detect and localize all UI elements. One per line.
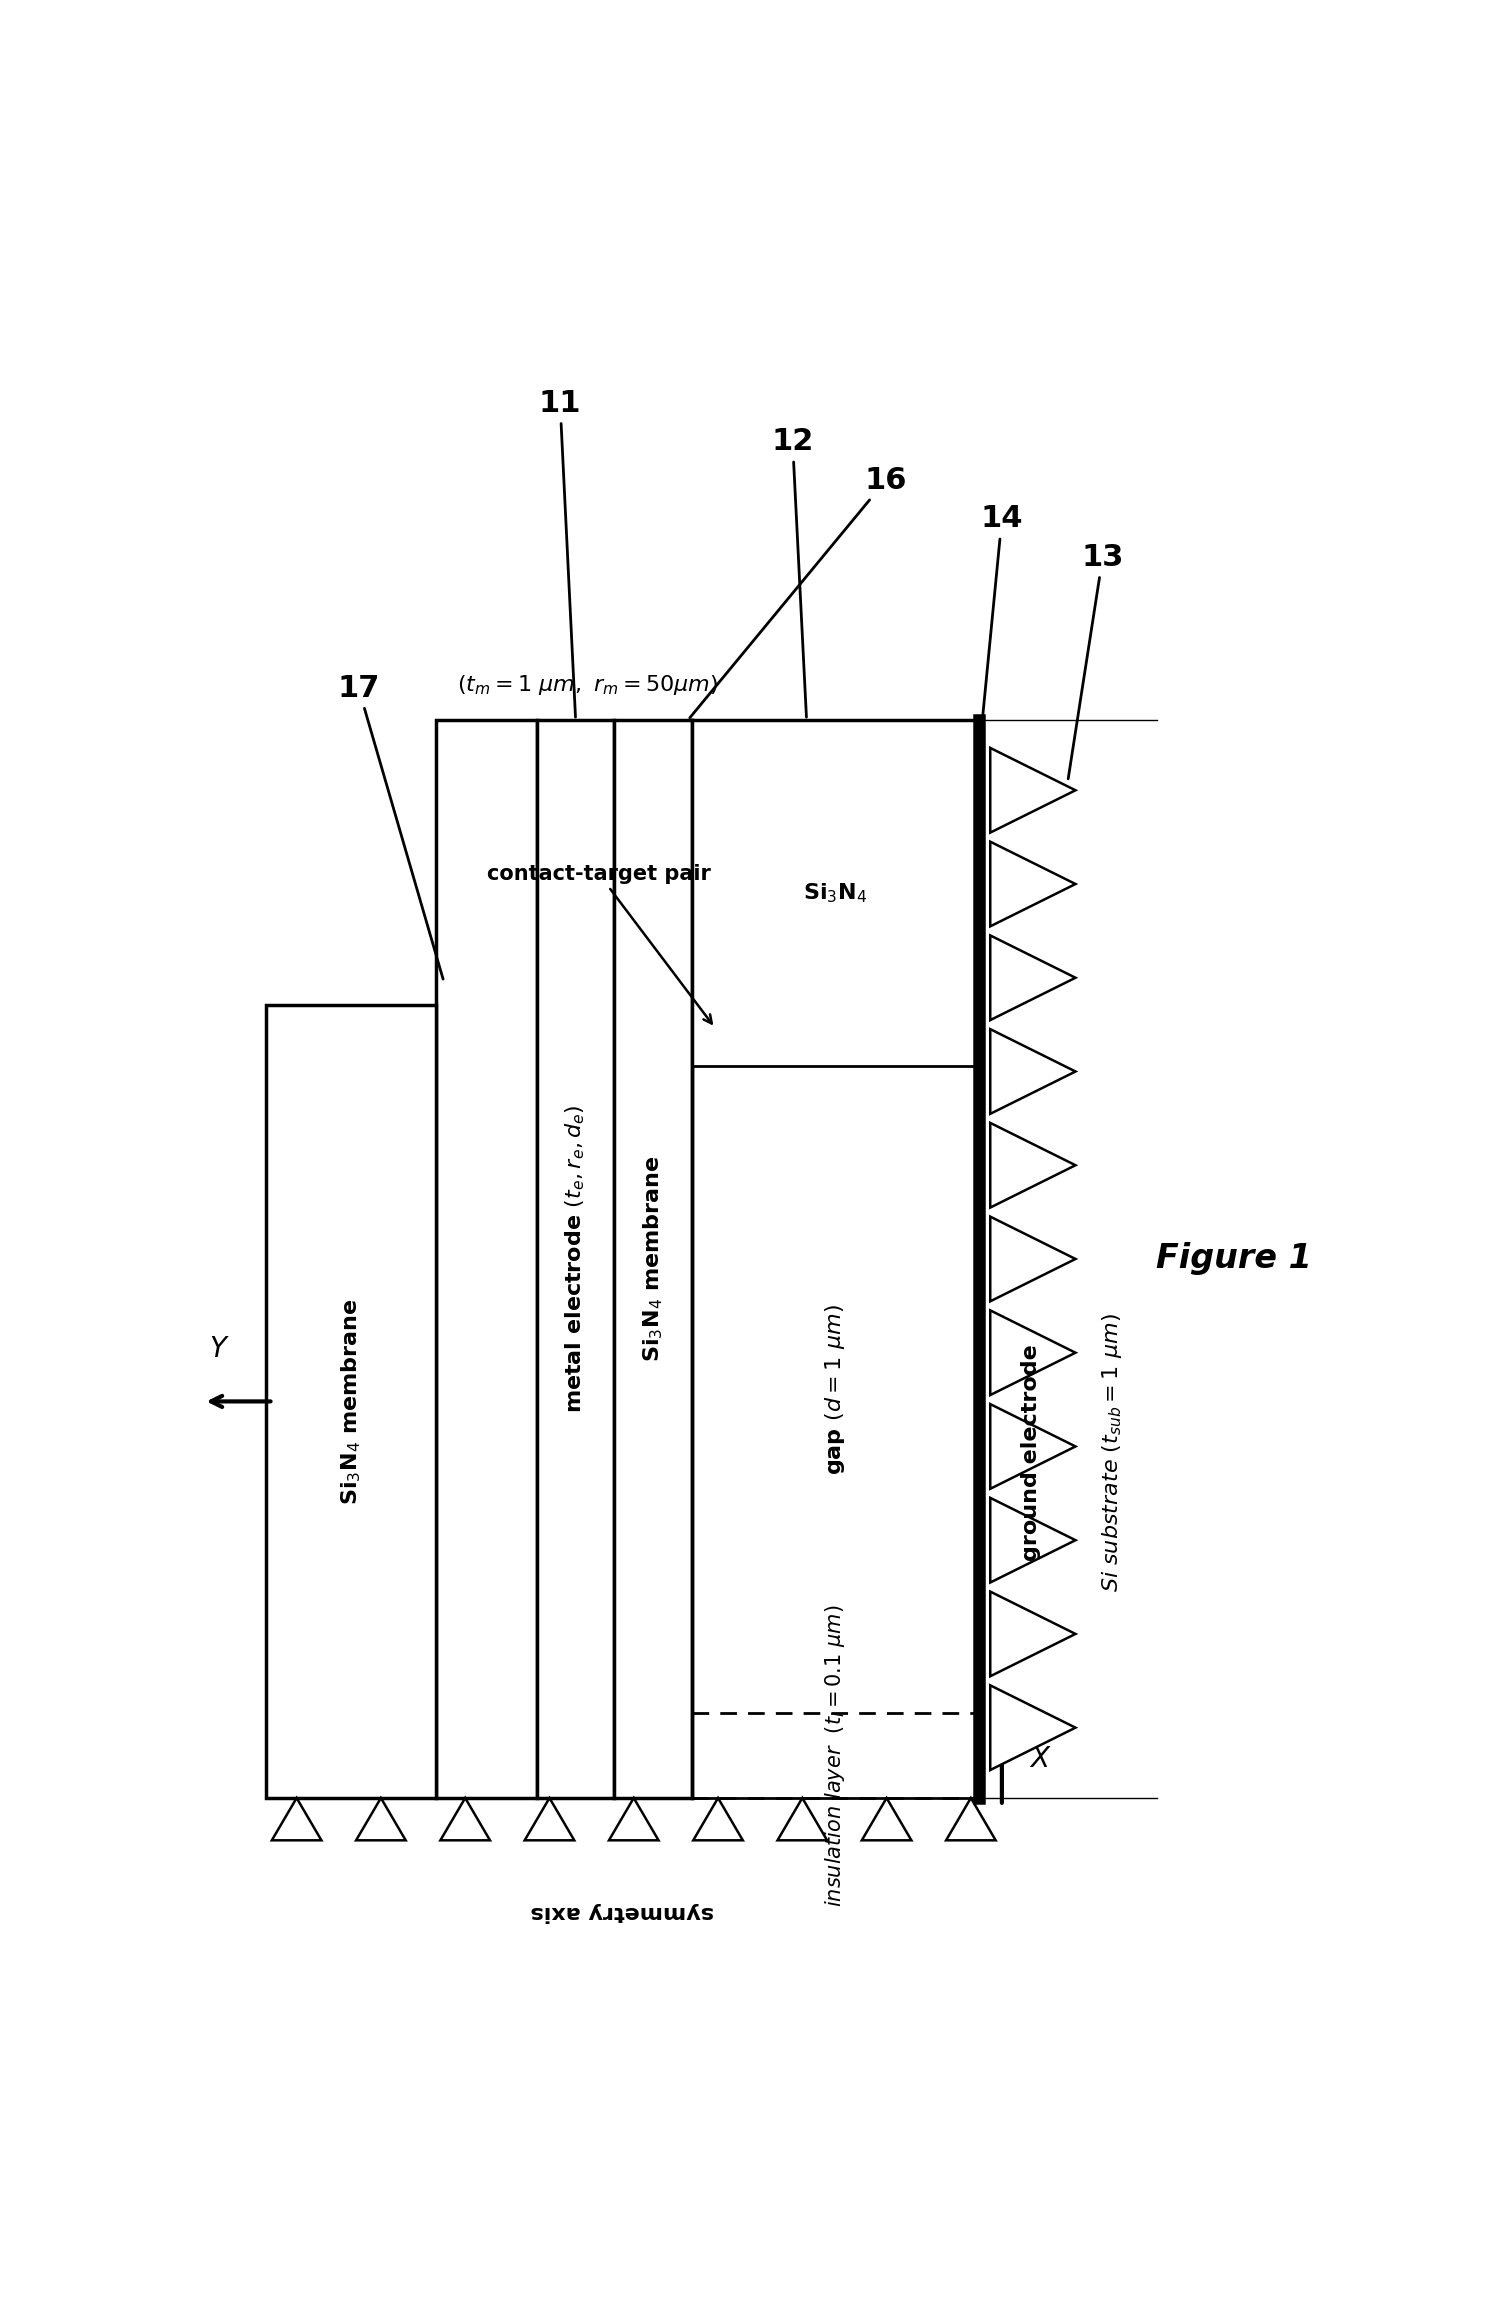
Bar <box>436 720 537 1798</box>
Text: symmetry axis: symmetry axis <box>530 1903 713 1921</box>
Polygon shape <box>441 1798 491 1840</box>
Bar <box>265 1006 436 1798</box>
Text: contact-target pair: contact-target pair <box>488 864 712 1024</box>
Text: metal electrode $(t_e, r_e, d_e)$: metal electrode $(t_e, r_e, d_e)$ <box>564 1106 587 1412</box>
Bar <box>614 720 692 1798</box>
Text: $X$: $X$ <box>1029 1745 1052 1772</box>
Polygon shape <box>990 1591 1076 1677</box>
Polygon shape <box>525 1798 575 1840</box>
Polygon shape <box>990 1217 1076 1301</box>
Polygon shape <box>947 1798 996 1840</box>
Polygon shape <box>778 1798 828 1840</box>
Text: 11: 11 <box>539 388 581 718</box>
Text: 14: 14 <box>978 504 1023 755</box>
Polygon shape <box>990 1029 1076 1113</box>
Polygon shape <box>990 748 1076 832</box>
Text: 16: 16 <box>689 467 908 718</box>
Bar <box>537 720 614 1798</box>
Polygon shape <box>990 1684 1076 1770</box>
Bar <box>692 720 978 1066</box>
Text: 12: 12 <box>772 427 814 718</box>
Text: ground electrode: ground electrode <box>1022 1345 1041 1561</box>
Text: gap $(d=1$ $\mu m)$: gap $(d=1$ $\mu m)$ <box>823 1303 847 1475</box>
Text: 17: 17 <box>337 674 442 978</box>
Text: Si$_3$N$_4$ membrane: Si$_3$N$_4$ membrane <box>641 1155 665 1361</box>
Polygon shape <box>990 1310 1076 1396</box>
Polygon shape <box>990 1498 1076 1582</box>
Polygon shape <box>862 1798 912 1840</box>
Polygon shape <box>272 1798 322 1840</box>
Polygon shape <box>990 841 1076 927</box>
Polygon shape <box>357 1798 406 1840</box>
Text: $(t_m = 1$ $\mu m,\ r_m = 50\mu m)$: $(t_m = 1$ $\mu m,\ r_m = 50\mu m)$ <box>456 674 718 697</box>
Text: Si$_3$N$_4$ membrane: Si$_3$N$_4$ membrane <box>339 1299 363 1505</box>
Polygon shape <box>990 1122 1076 1208</box>
Polygon shape <box>990 936 1076 1020</box>
Text: Si$_3$N$_4$: Si$_3$N$_4$ <box>804 880 867 906</box>
Polygon shape <box>990 1403 1076 1489</box>
Text: insulation layer  $(t_i=0.1$ $\mu m)$: insulation layer $(t_i=0.1$ $\mu m)$ <box>823 1605 847 1907</box>
Text: Figure 1: Figure 1 <box>1156 1243 1312 1275</box>
Polygon shape <box>694 1798 743 1840</box>
Text: 13: 13 <box>1069 544 1124 778</box>
Text: $Y$: $Y$ <box>209 1336 229 1364</box>
Text: Si substrate $(t_{sub}=1$ $\mu m)$: Si substrate $(t_{sub}=1$ $\mu m)$ <box>1100 1312 1124 1591</box>
Polygon shape <box>610 1798 659 1840</box>
